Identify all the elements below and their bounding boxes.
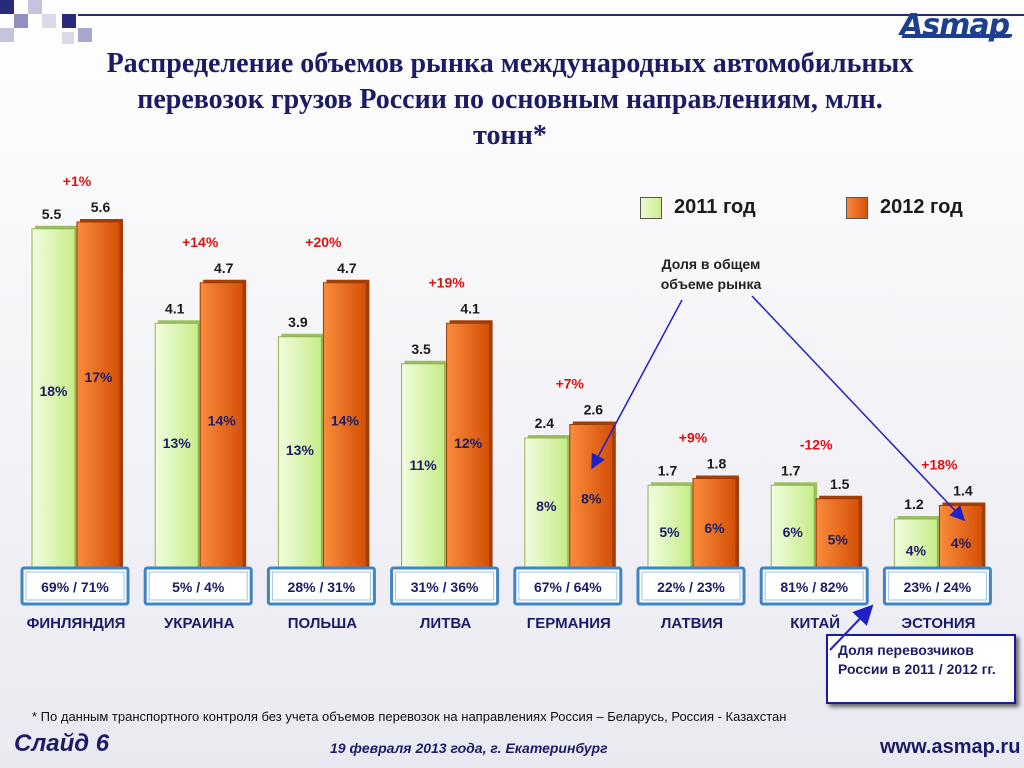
bar-2012 [76, 221, 121, 601]
value-label: 4.7 [214, 260, 234, 276]
bar-2011 [31, 228, 76, 601]
carrier-share-label: 69% / 71% [41, 579, 109, 595]
change-label: +7% [556, 376, 585, 392]
market-share-label: 4% [951, 535, 972, 551]
market-share-label: 6% [783, 524, 804, 540]
market-share-label: 18% [39, 383, 68, 399]
corner-square-decoration [0, 28, 14, 42]
legend-label-2012: 2012 год [880, 196, 963, 218]
change-label: +20% [305, 234, 342, 250]
market-share-label: 8% [536, 498, 557, 514]
market-share-label: 14% [331, 413, 360, 429]
change-label: +18% [921, 457, 958, 473]
carrier-share-label: 67% / 64% [534, 579, 602, 595]
asmap-logo: Asmap [900, 8, 1018, 44]
market-share-label: 11% [409, 457, 437, 473]
carrier-share-label: 31% / 36% [411, 579, 479, 595]
value-label: 4.7 [337, 260, 357, 276]
value-label: 4.1 [165, 300, 185, 316]
category-label: ГЕРМАНИЯ [527, 615, 611, 632]
arrow-to-estonia [751, 295, 966, 522]
carrier-share-box-inner [395, 571, 495, 601]
market-share-label: 8% [581, 490, 602, 506]
market-share-label: 12% [454, 435, 483, 451]
bar-2012 [199, 282, 244, 601]
carrier-share-label: 28% / 31% [288, 579, 356, 595]
value-label: 5.6 [91, 199, 111, 215]
top-border-line [78, 14, 1024, 16]
value-label: 1.8 [707, 456, 727, 472]
corner-square-decoration [78, 28, 92, 42]
value-label: 5.5 [42, 206, 62, 222]
category-label: КИТАЙ [790, 614, 840, 632]
carrier-share-box-inner [887, 571, 987, 601]
category-label: УКРАИНА [164, 615, 235, 632]
market-share-label: 6% [704, 520, 725, 536]
carrier-share-label: 5% / 4% [172, 579, 225, 595]
legend-label-2011: 2011 год [674, 196, 756, 218]
bar-2012 [446, 322, 491, 601]
chart-title: Распределение объемов рынка международны… [106, 48, 914, 151]
footnote: * По данным транспортного контроля без у… [32, 709, 787, 724]
category-label: ЛИТВА [420, 615, 472, 632]
legend-swatch-2011 [640, 196, 662, 219]
carrier-share-annotation: Доля перевозчиков России в 2011 / 2012 г… [826, 634, 1016, 704]
value-label: 2.4 [535, 415, 555, 431]
carrier-share-box-inner [764, 571, 864, 601]
market-share-label: 5% [659, 524, 680, 540]
value-label: 1.7 [781, 462, 801, 478]
slide-number: Слайд 6 [14, 730, 110, 757]
carrier-share-box-inner [25, 571, 125, 601]
carrier-share-label: 22% / 23% [657, 579, 725, 595]
market-share-label: 5% [828, 531, 849, 547]
value-label: 1.4 [953, 483, 973, 499]
website-link[interactable]: www.asmap.ru [880, 736, 1021, 758]
category-label: ФИНЛЯНДИЯ [27, 615, 126, 632]
corner-square-decoration [0, 0, 14, 14]
legend-swatch-2012 [846, 196, 868, 219]
carrier-share-box-inner [518, 571, 618, 601]
carrier-share-box-inner [148, 571, 248, 601]
corner-square-decoration [62, 32, 74, 44]
market-share-label: 13% [286, 442, 315, 458]
date-place: 19 февраля 2013 года, г. Екатеринбург [330, 740, 608, 756]
change-label: +19% [428, 274, 465, 290]
bar-2011 [277, 336, 322, 601]
category-label: ЛАТВИЯ [661, 615, 723, 632]
market-share-label: 13% [163, 435, 192, 451]
value-label: 3.5 [411, 341, 431, 357]
market-share-label: 14% [208, 413, 237, 429]
category-label: ПОЛЬША [288, 615, 357, 632]
carrier-share-label: 23% / 24% [904, 579, 972, 595]
carrier-share-box-inner [641, 571, 741, 601]
corner-square-decoration [62, 14, 76, 28]
arrow-to-germany [591, 299, 683, 470]
change-label: +1% [63, 173, 92, 189]
arrow-to-carrier-box [829, 604, 874, 651]
bar-2011 [154, 322, 199, 601]
change-label: +9% [679, 430, 708, 446]
corner-square-decoration [14, 14, 28, 28]
change-label: -12% [800, 436, 833, 452]
value-label: 4.1 [460, 300, 480, 316]
corner-square-decoration [28, 0, 42, 14]
value-label: 2.6 [584, 402, 604, 418]
market-share-label: 4% [906, 542, 927, 558]
corner-square-decoration [42, 14, 56, 28]
value-label: 1.2 [904, 496, 924, 512]
change-label: +14% [182, 234, 219, 250]
bar-2012 [322, 282, 367, 601]
value-label: 3.9 [288, 314, 308, 330]
market-share-annotation: Доля в общем объеме рынка [660, 256, 762, 292]
carrier-share-label: 81% / 82% [780, 579, 848, 595]
legend-item-2011: 2011 год [640, 196, 756, 219]
carrier-share-box-inner [271, 571, 371, 601]
value-label: 1.5 [830, 476, 850, 492]
value-label: 1.7 [658, 462, 678, 478]
category-label: ЭСТОНИЯ [901, 615, 975, 632]
bar-2011 [401, 363, 446, 601]
legend-item-2012: 2012 год [846, 196, 963, 219]
market-share-label: 17% [84, 369, 113, 385]
